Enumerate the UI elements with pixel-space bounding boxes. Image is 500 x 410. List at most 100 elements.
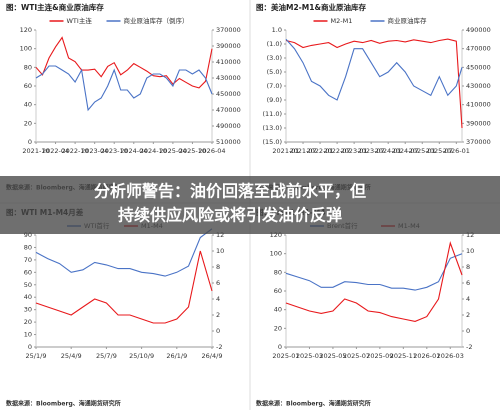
y-tick-label: 80 bbox=[24, 63, 32, 71]
series-line bbox=[285, 38, 463, 101]
source: 数据来源：Bloomberg、海通期货研究所 bbox=[256, 400, 371, 408]
y-tick-label: 120 bbox=[270, 231, 282, 239]
legend-label: M2-M1 bbox=[331, 17, 353, 25]
y-tick-label: 1.0 bbox=[272, 26, 282, 34]
y2-tick-label: 470000 bbox=[216, 106, 241, 114]
series-line bbox=[285, 38, 463, 129]
y-tick-label: 20 bbox=[24, 119, 32, 127]
chart-title: 图：WTI主连&商业原油库存 bbox=[6, 2, 104, 12]
x-tick-label: 25/7/9 bbox=[96, 352, 117, 360]
y-tick-label: 60 bbox=[24, 82, 32, 90]
y2-tick-label: 12 bbox=[216, 231, 224, 239]
y-tick-label: 20 bbox=[274, 324, 282, 332]
series-line bbox=[35, 36, 213, 89]
x-tick-label: 2023-01 bbox=[341, 147, 368, 155]
y2-tick-label: 6 bbox=[466, 279, 470, 287]
x-tick-label: 2026-01 bbox=[413, 352, 440, 360]
x-tick-label: 2023-10 bbox=[101, 147, 128, 155]
y2-tick-label: 8 bbox=[466, 263, 470, 271]
x-tick-label: 2025-10 bbox=[179, 147, 206, 155]
y2-tick-label: 0 bbox=[466, 327, 470, 335]
x-tick-label: 2022-07 bbox=[324, 147, 351, 155]
y2-tick-label: 6 bbox=[216, 279, 220, 287]
series-line bbox=[35, 65, 213, 112]
x-tick-label: 2025-09 bbox=[366, 352, 393, 360]
legend-label: 商业原油库存 bbox=[388, 16, 428, 25]
legend-label: 商业原油库存（倒序） bbox=[124, 16, 189, 25]
y-tick-label: 60 bbox=[24, 268, 32, 276]
x-tick-label: 2025-05 bbox=[319, 352, 346, 360]
x-tick-label: 2024-04 bbox=[120, 147, 147, 155]
y-tick-label: 100 bbox=[20, 45, 32, 53]
x-tick-label: 2023-07 bbox=[358, 147, 385, 155]
y-tick-label: 50 bbox=[24, 281, 32, 289]
y-tick-label: (5.0) bbox=[267, 68, 282, 76]
y2-tick-label: 390000 bbox=[216, 42, 241, 50]
y-tick-label: 40 bbox=[24, 293, 32, 301]
series-line bbox=[285, 253, 463, 291]
y2-tick-label: 390000 bbox=[466, 119, 491, 127]
y-tick-label: 0 bbox=[278, 343, 282, 351]
y2-tick-label: 430000 bbox=[466, 82, 491, 90]
x-tick-label: 2021-01 bbox=[272, 147, 299, 155]
y-tick-label: 0 bbox=[28, 138, 32, 146]
y2-tick-label: -2 bbox=[216, 343, 222, 351]
y2-tick-label: 10 bbox=[466, 247, 474, 255]
y2-tick-label: 510000 bbox=[216, 138, 241, 146]
x-tick-label: 2026-01 bbox=[443, 147, 470, 155]
y-tick-label: 90 bbox=[24, 231, 32, 239]
y2-tick-label: 370000 bbox=[216, 26, 241, 34]
x-tick-label: 2025-01 bbox=[409, 147, 436, 155]
y2-tick-label: 450000 bbox=[216, 90, 241, 98]
headline: 持续供应风险或将引发油价反弹 bbox=[118, 206, 342, 225]
x-tick-label: 2025-01 bbox=[272, 352, 299, 360]
source: 数据来源：Bloomberg、海通期货研究所 bbox=[6, 400, 121, 408]
y2-tick-label: 490000 bbox=[466, 26, 491, 34]
y2-tick-label: 10 bbox=[216, 247, 224, 255]
y-tick-label: 100 bbox=[270, 250, 282, 258]
y-tick-label: 0 bbox=[28, 343, 32, 351]
y-tick-label: 80 bbox=[274, 268, 282, 276]
y-tick-label: (11.0) bbox=[262, 110, 282, 118]
x-tick-label: 2024-01 bbox=[375, 147, 402, 155]
x-tick-label: 26/4/9 bbox=[202, 352, 223, 360]
y2-tick-label: 450000 bbox=[466, 63, 491, 71]
y2-tick-label: 2 bbox=[216, 311, 220, 319]
x-tick-label: 25/4/9 bbox=[61, 352, 82, 360]
y-tick-label: 70 bbox=[24, 256, 32, 264]
y2-tick-label: 8 bbox=[216, 263, 220, 271]
headline: 分析师警告：油价回落至战前水平，但 bbox=[94, 182, 366, 201]
chart-title: 图：美油M2-M1&商业原油库存 bbox=[256, 2, 367, 12]
y-tick-label: 30 bbox=[24, 306, 32, 314]
y2-tick-label: 4 bbox=[466, 295, 470, 303]
y-tick-label: 20 bbox=[24, 318, 32, 326]
x-tick-label: 2026-03 bbox=[437, 352, 464, 360]
y2-tick-label: 2 bbox=[466, 311, 470, 319]
x-tick-label: 2025-11 bbox=[390, 352, 417, 360]
y-tick-label: 10 bbox=[24, 331, 32, 339]
y-tick-label: 80 bbox=[24, 243, 32, 251]
y-tick-label: (15.0) bbox=[262, 138, 282, 146]
y-tick-label: 60 bbox=[274, 287, 282, 295]
legend-label: WTI主连 bbox=[67, 16, 93, 25]
y-tick-label: 40 bbox=[274, 306, 282, 314]
y2-tick-label: 430000 bbox=[216, 74, 241, 82]
x-tick-label: 2021-10 bbox=[22, 147, 49, 155]
series-line bbox=[35, 228, 213, 277]
y-tick-label: (1.0) bbox=[267, 40, 282, 48]
headline-band bbox=[0, 176, 500, 234]
y2-tick-label: 12 bbox=[466, 231, 474, 239]
y2-tick-label: 470000 bbox=[466, 45, 491, 53]
y-tick-label: (3.0) bbox=[267, 54, 282, 62]
x-tick-label: 2022-10 bbox=[62, 147, 89, 155]
x-tick-label: 2025-07 bbox=[343, 352, 370, 360]
y2-tick-label: 490000 bbox=[216, 122, 241, 130]
x-tick-label: 2022-01 bbox=[306, 147, 333, 155]
series-line bbox=[35, 250, 213, 324]
x-tick-label: 2024-10 bbox=[140, 147, 167, 155]
x-tick-label: 25/1/9 bbox=[26, 352, 47, 360]
y-tick-label: 40 bbox=[24, 101, 32, 109]
y2-tick-label: -2 bbox=[466, 343, 472, 351]
y2-tick-label: 0 bbox=[216, 327, 220, 335]
